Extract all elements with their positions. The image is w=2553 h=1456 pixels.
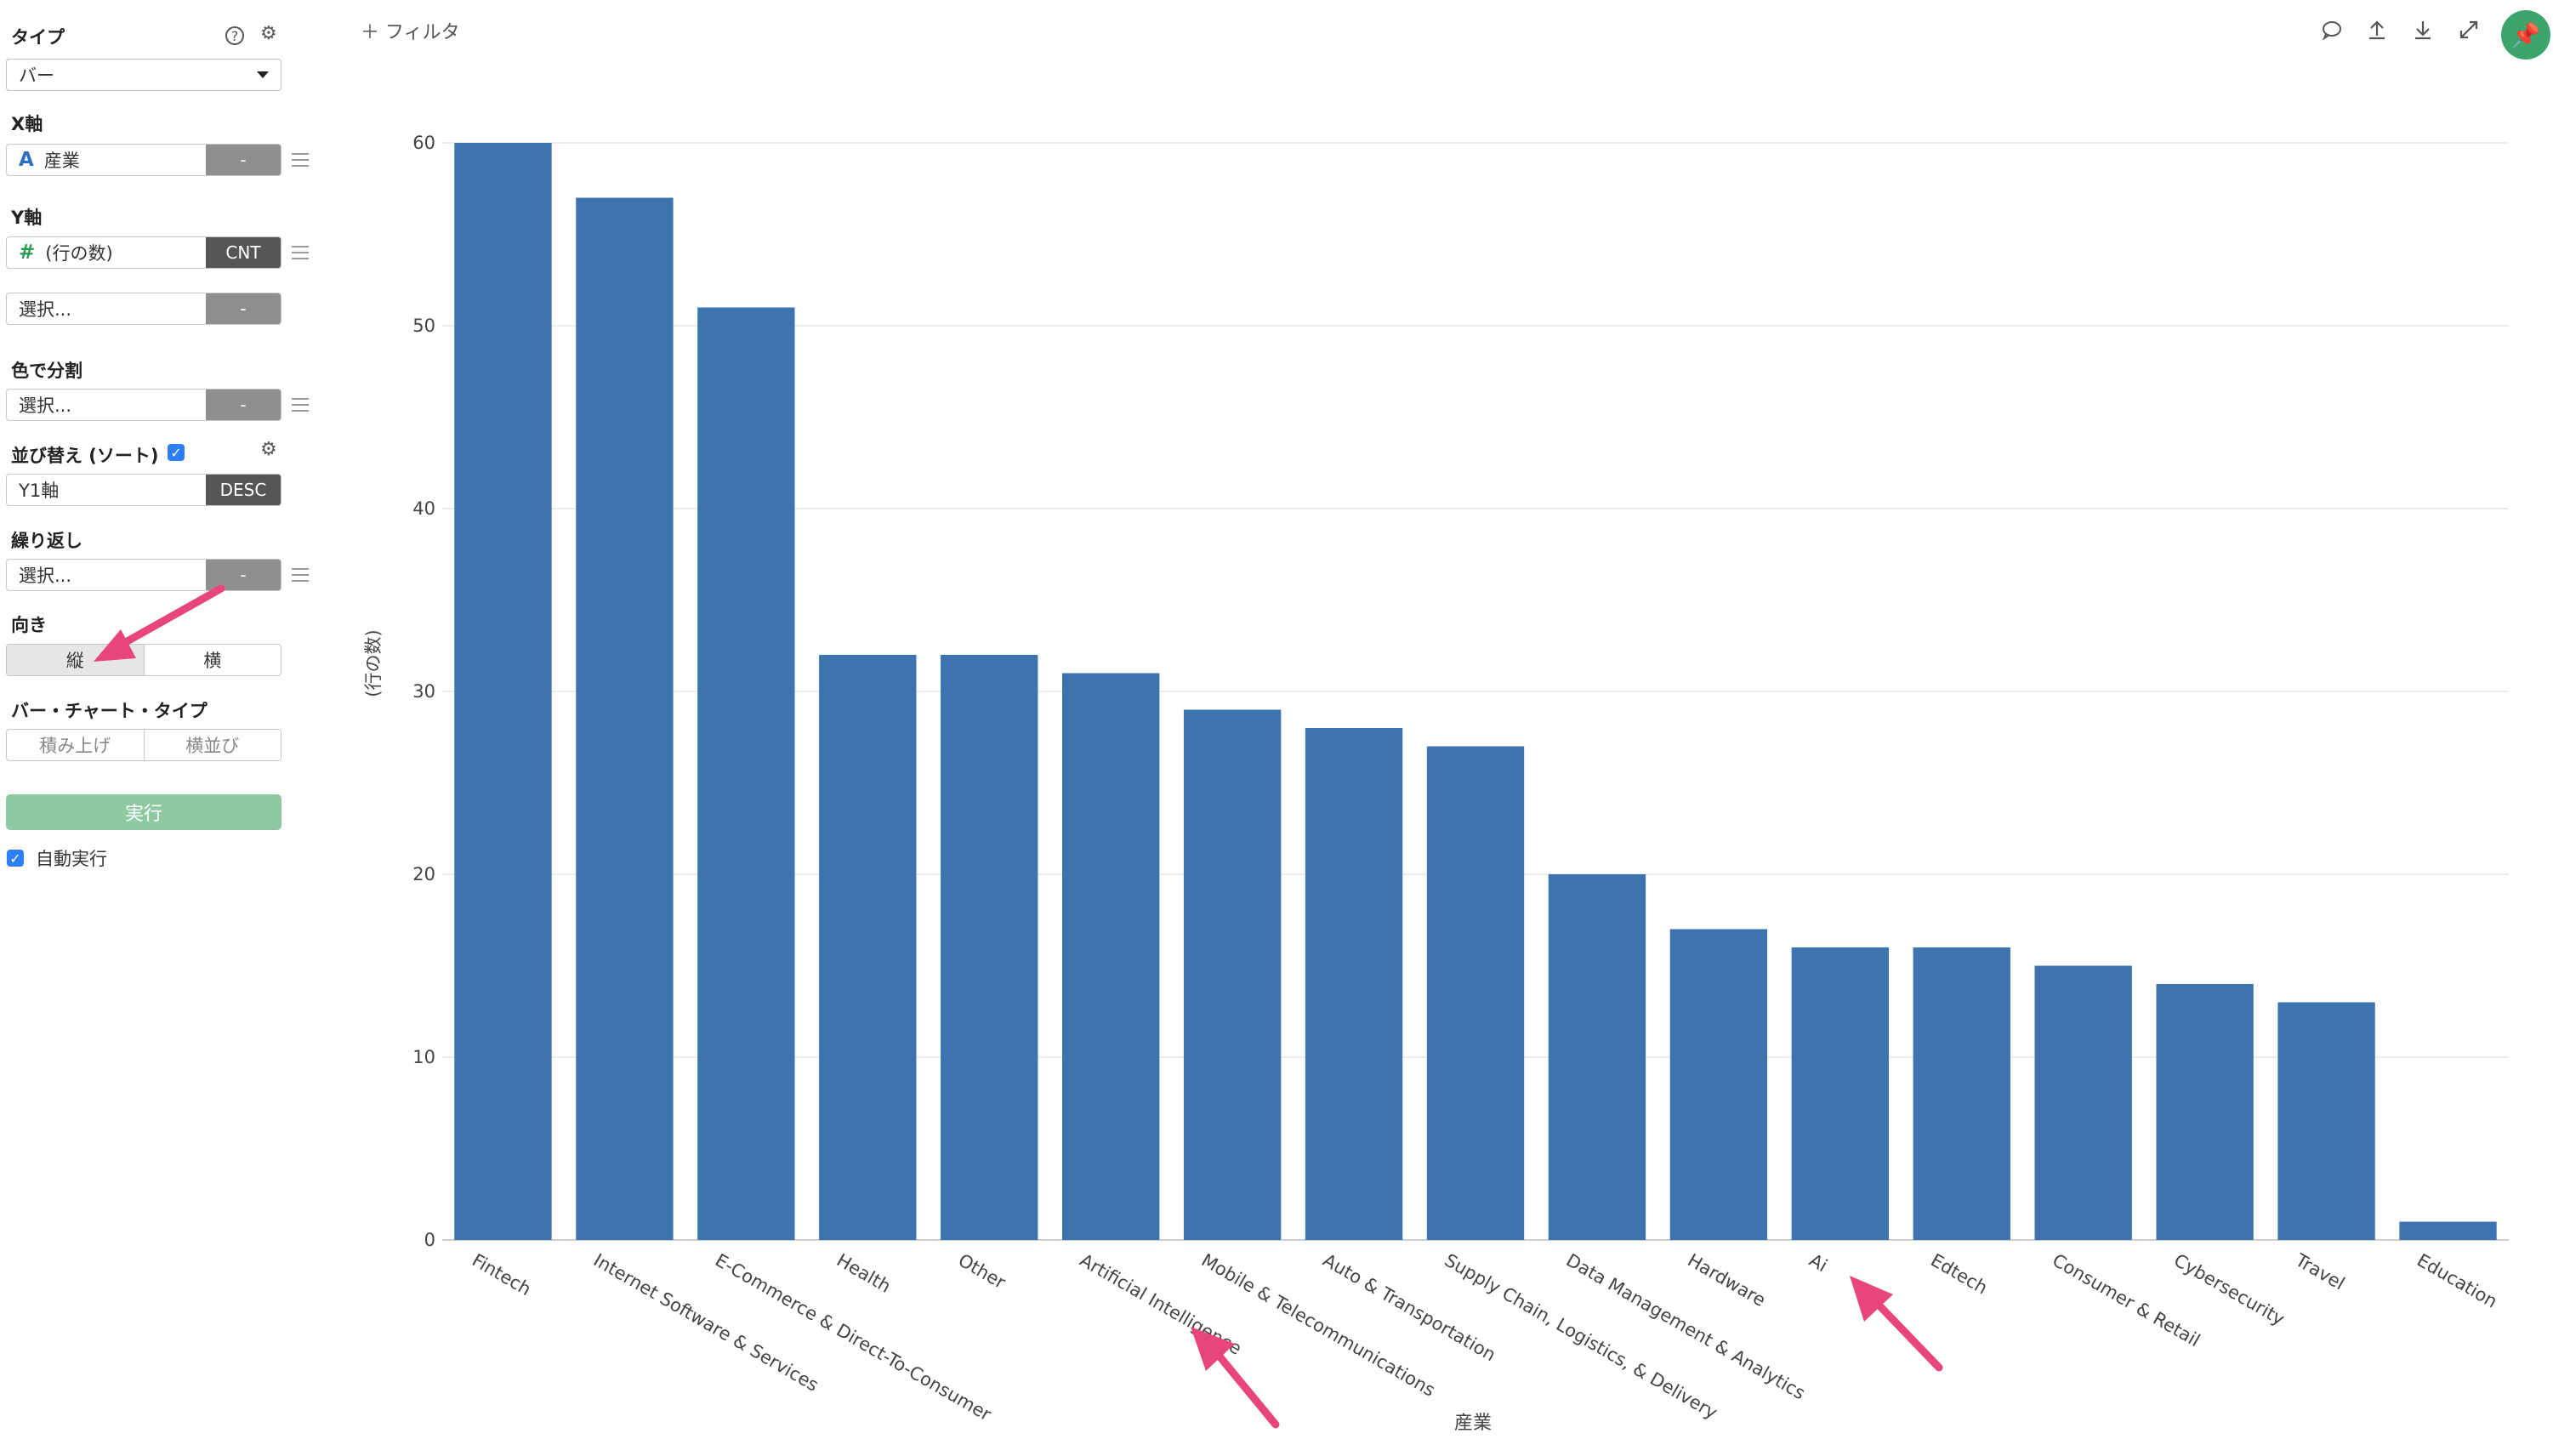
x-tick-label: Education xyxy=(2414,1250,2501,1312)
y-axis-second-agg-button[interactable]: - xyxy=(206,293,281,324)
text-type-icon: A xyxy=(19,149,34,171)
bar[interactable] xyxy=(1791,947,1889,1240)
y-axis-title: (行の数) xyxy=(363,629,384,697)
x-tick-label: Travel xyxy=(2291,1249,2348,1294)
bars xyxy=(454,143,2497,1241)
bar[interactable] xyxy=(1183,709,1282,1241)
download-icon[interactable] xyxy=(2412,19,2434,46)
x-axis-title: 産業 xyxy=(1454,1413,1492,1434)
annotation-arrow-ai-short-label xyxy=(1850,1276,1943,1372)
bar[interactable] xyxy=(1305,728,1403,1240)
expand-icon[interactable] xyxy=(2458,19,2480,46)
annotation-arrow-ai-label xyxy=(1191,1327,1280,1429)
y-axis-field[interactable]: # (行の数) CNT xyxy=(6,236,281,269)
run-button[interactable]: 実行 xyxy=(6,794,281,830)
x-axis-value: 産業 xyxy=(43,151,80,171)
repeat-agg-button[interactable]: - xyxy=(206,560,281,590)
gear-icon[interactable]: ⚙ xyxy=(260,23,277,44)
x-tick-label: Internet Software & Services xyxy=(590,1250,822,1396)
bar[interactable] xyxy=(2277,1002,2375,1241)
bar[interactable] xyxy=(2034,965,2132,1241)
chart-type-select[interactable]: バー xyxy=(6,59,281,91)
auto-run-label: 自動実行 xyxy=(36,849,107,869)
y-tick-label: 50 xyxy=(412,316,435,336)
bar[interactable] xyxy=(941,655,1038,1240)
x-tick-label: Health xyxy=(833,1250,895,1297)
y-axis-second-field[interactable]: 選択... - xyxy=(6,293,281,325)
sort-label: 並び替え (ソート) xyxy=(11,446,159,466)
auto-run-checkbox[interactable]: ✓ xyxy=(7,850,24,867)
auto-run-row: ✓ 自動実行 xyxy=(7,845,107,871)
y-tick-label: 60 xyxy=(412,133,435,153)
pin-icon: 📌 xyxy=(2510,20,2541,49)
bar[interactable] xyxy=(1548,874,1646,1240)
y-tick-label: 20 xyxy=(412,864,435,884)
repeat-field[interactable]: 選択... - xyxy=(6,559,281,591)
bar-type-grouped-option[interactable]: 横並び xyxy=(143,730,281,760)
x-axis-agg-button[interactable]: - xyxy=(206,145,281,175)
chart-type-value: バー xyxy=(19,65,54,86)
bar[interactable] xyxy=(576,197,674,1241)
y-tick-label: 40 xyxy=(412,498,435,519)
x-axis-label: X軸 xyxy=(11,114,43,134)
x-tick-label: Ai xyxy=(1805,1250,1830,1277)
annotation-arrow-orientation xyxy=(94,584,225,662)
sort-checkbox[interactable]: ✓ xyxy=(168,444,185,461)
x-tick-label: Fintech xyxy=(469,1250,535,1300)
y-tick-label: 30 xyxy=(412,681,435,702)
bar-type-toggle: 積み上げ 横並び xyxy=(6,729,281,761)
bar-type-label: バー・チャート・タイプ xyxy=(11,701,208,721)
sort-field[interactable]: Y1軸 DESC xyxy=(6,474,281,506)
sort-gear-icon[interactable]: ⚙ xyxy=(260,439,277,460)
color-split-placeholder: 選択... xyxy=(19,395,72,416)
orientation-horizontal-option[interactable]: 横 xyxy=(143,645,281,675)
plus-icon: ＋ xyxy=(361,22,380,43)
config-panel: タイプ ? ⚙ バー X軸 A 産業 - Y軸 # (行の数) CNT 選択..… xyxy=(0,0,309,1456)
y-axis-agg-button[interactable]: CNT xyxy=(206,237,281,268)
color-split-field[interactable]: 選択... - xyxy=(6,389,281,421)
x-tick-label: Cybersecurity xyxy=(2170,1250,2288,1330)
repeat-menu-icon[interactable] xyxy=(292,568,309,586)
bar[interactable] xyxy=(454,143,552,1240)
chevron-down-icon xyxy=(257,71,269,78)
y-tick-label: 0 xyxy=(424,1230,435,1250)
type-label: タイプ xyxy=(11,27,65,48)
y-tick-label: 10 xyxy=(412,1047,435,1067)
bar-type-stacked-option[interactable]: 積み上げ xyxy=(39,736,111,756)
orientation-label: 向き xyxy=(11,615,47,635)
bar[interactable] xyxy=(1062,673,1160,1241)
y-axis-label: Y軸 xyxy=(11,208,43,228)
sort-order-button[interactable]: DESC xyxy=(206,475,281,505)
filter-label: フィルタ xyxy=(385,22,460,43)
help-icon[interactable]: ? xyxy=(225,26,244,45)
bar[interactable] xyxy=(2399,1221,2497,1241)
bar[interactable] xyxy=(819,655,917,1240)
bar[interactable] xyxy=(1426,746,1525,1241)
number-type-icon: # xyxy=(19,242,36,264)
y-axis-value: (行の数) xyxy=(45,243,113,264)
color-split-agg-button[interactable]: - xyxy=(206,390,281,420)
bar[interactable] xyxy=(2156,984,2254,1240)
upload-icon[interactable] xyxy=(2366,19,2388,46)
repeat-placeholder: 選択... xyxy=(19,566,72,586)
y-axis-second-placeholder: 選択... xyxy=(19,299,72,320)
bar[interactable] xyxy=(697,307,795,1241)
bar[interactable] xyxy=(1913,947,2010,1240)
sort-value: Y1軸 xyxy=(19,481,60,501)
repeat-label: 繰り返し xyxy=(11,531,82,551)
comment-icon[interactable] xyxy=(2321,19,2343,46)
x-tick-label: Other xyxy=(955,1250,1009,1294)
x-tick-label: Data Management & Analytics xyxy=(1562,1250,1808,1404)
y-axis-menu-icon[interactable] xyxy=(292,246,309,264)
bar[interactable] xyxy=(1669,929,1768,1241)
add-filter-button[interactable]: ＋ フィルタ xyxy=(361,17,460,44)
pin-button[interactable]: 📌 xyxy=(2501,10,2550,60)
color-split-menu-icon[interactable] xyxy=(292,398,309,416)
color-split-label: 色で分割 xyxy=(11,361,82,381)
x-tick-label: Hardware xyxy=(1684,1250,1769,1311)
x-axis-field[interactable]: A 産業 - xyxy=(6,144,281,176)
x-axis-menu-icon[interactable] xyxy=(292,153,309,171)
